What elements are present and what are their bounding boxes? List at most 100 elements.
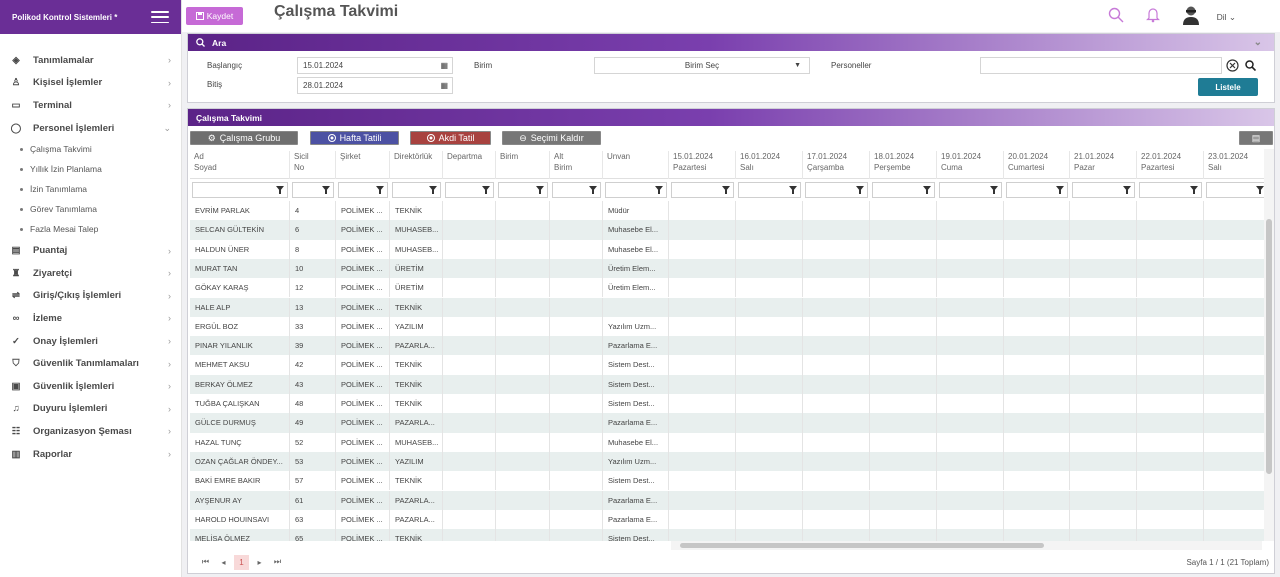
table-cell[interactable]: YAZILIM xyxy=(390,452,443,471)
table-cell[interactable] xyxy=(669,529,736,541)
table-cell[interactable] xyxy=(443,317,496,336)
column-header[interactable]: 17.01.2024 Çarşamba xyxy=(803,151,870,179)
table-cell[interactable] xyxy=(736,201,803,220)
table-cell[interactable] xyxy=(937,491,1004,510)
table-cell[interactable] xyxy=(870,259,937,278)
sidebar-subitem[interactable]: Yıllık İzin Planlama xyxy=(0,159,181,179)
end-date-field[interactable]: 28.01.2024 ▦ xyxy=(297,77,453,94)
filter-icon[interactable] xyxy=(1123,186,1131,191)
table-row[interactable]: HAZAL TUNÇ 52 POLİMEK ... MUHASEB... Muhaseb… xyxy=(190,433,1264,452)
table-cell[interactable]: HAZAL TUNÇ xyxy=(190,433,290,452)
export-button[interactable]: ▤ xyxy=(1239,131,1273,145)
table-cell[interactable] xyxy=(937,278,1004,297)
table-cell[interactable]: 42 xyxy=(290,355,336,374)
table-cell[interactable] xyxy=(550,433,603,452)
search-icon[interactable] xyxy=(1108,7,1124,23)
column-header[interactable]: 20.01.2024 Cumartesi xyxy=(1004,151,1070,179)
table-cell[interactable] xyxy=(736,317,803,336)
column-header[interactable]: 16.01.2024 Salı xyxy=(736,151,803,179)
table-cell[interactable]: EVRİM PARLAK xyxy=(190,201,290,220)
table-cell[interactable]: Sistem Dest... xyxy=(603,471,669,490)
list-button[interactable]: Listele xyxy=(1198,78,1258,96)
column-filter[interactable] xyxy=(1072,182,1135,198)
table-cell[interactable] xyxy=(1070,336,1137,355)
table-cell[interactable] xyxy=(1204,433,1264,452)
table-cell[interactable] xyxy=(496,336,550,355)
column-header[interactable]: Birim xyxy=(496,151,550,179)
table-cell[interactable] xyxy=(937,355,1004,374)
table-cell[interactable]: Muhasebe El... xyxy=(603,240,669,259)
table-cell[interactable] xyxy=(669,336,736,355)
table-cell[interactable] xyxy=(443,375,496,394)
table-cell[interactable] xyxy=(736,336,803,355)
table-cell[interactable] xyxy=(550,491,603,510)
table-cell[interactable] xyxy=(443,240,496,259)
table-row[interactable]: HALE ALP 13 POLİMEK ... TEKNİK xyxy=(190,298,1264,317)
table-cell[interactable]: POLİMEK ... xyxy=(336,375,390,394)
table-cell[interactable] xyxy=(870,433,937,452)
table-cell[interactable]: POLİMEK ... xyxy=(336,336,390,355)
table-cell[interactable] xyxy=(1070,413,1137,432)
table-cell[interactable] xyxy=(1137,220,1204,239)
column-header[interactable]: 18.01.2024 Perşembe xyxy=(870,151,937,179)
table-cell[interactable] xyxy=(496,529,550,541)
table-cell[interactable]: POLİMEK ... xyxy=(336,491,390,510)
table-cell[interactable] xyxy=(496,471,550,490)
table-cell[interactable] xyxy=(1137,433,1204,452)
table-cell[interactable] xyxy=(1004,201,1070,220)
table-cell[interactable] xyxy=(736,278,803,297)
table-cell[interactable]: 39 xyxy=(290,336,336,355)
table-cell[interactable] xyxy=(1204,394,1264,413)
start-date-field[interactable]: 15.01.2024 ▦ xyxy=(297,57,453,74)
table-cell[interactable] xyxy=(937,317,1004,336)
table-cell[interactable]: BERKAY ÖLMEZ xyxy=(190,375,290,394)
table-cell[interactable] xyxy=(870,510,937,529)
table-cell[interactable]: 33 xyxy=(290,317,336,336)
table-cell[interactable] xyxy=(496,355,550,374)
column-header[interactable]: 21.01.2024 Pazar xyxy=(1070,151,1137,179)
table-cell[interactable] xyxy=(1070,298,1137,317)
table-cell[interactable] xyxy=(550,298,603,317)
table-cell[interactable]: Yazılım Uzm... xyxy=(603,317,669,336)
table-cell[interactable]: AYŞENUR AY xyxy=(190,491,290,510)
table-cell[interactable]: MURAT TAN xyxy=(190,259,290,278)
table-cell[interactable] xyxy=(669,220,736,239)
table-cell[interactable] xyxy=(1004,259,1070,278)
table-cell[interactable] xyxy=(1004,413,1070,432)
table-cell[interactable] xyxy=(1070,375,1137,394)
table-cell[interactable] xyxy=(443,298,496,317)
table-cell[interactable]: GÜLCE DURMUŞ xyxy=(190,413,290,432)
table-cell[interactable]: HALDUN ÜNER xyxy=(190,240,290,259)
table-cell[interactable] xyxy=(870,278,937,297)
table-cell[interactable] xyxy=(870,240,937,259)
table-cell[interactable]: GÖKAY KARAŞ xyxy=(190,278,290,297)
table-row[interactable]: ERGÜL BOZ 33 POLİMEK ... YAZILIM Yazılım Uzm… xyxy=(190,317,1264,336)
table-cell[interactable] xyxy=(803,278,870,297)
clear-circle-icon[interactable] xyxy=(1226,59,1239,72)
table-cell[interactable] xyxy=(443,510,496,529)
filter-icon[interactable] xyxy=(429,186,437,191)
table-cell[interactable] xyxy=(870,317,937,336)
table-cell[interactable] xyxy=(550,413,603,432)
table-cell[interactable] xyxy=(669,317,736,336)
table-cell[interactable]: 57 xyxy=(290,471,336,490)
table-cell[interactable] xyxy=(669,259,736,278)
filter-icon[interactable] xyxy=(536,186,544,191)
table-cell[interactable] xyxy=(870,452,937,471)
table-cell[interactable] xyxy=(1004,394,1070,413)
vertical-scroll-thumb[interactable] xyxy=(1266,219,1272,474)
table-cell[interactable] xyxy=(1204,413,1264,432)
table-cell[interactable]: 10 xyxy=(290,259,336,278)
table-cell[interactable] xyxy=(496,278,550,297)
language-selector[interactable]: Dil ⌄ xyxy=(1217,12,1236,23)
filter-icon[interactable] xyxy=(1056,186,1064,191)
table-cell[interactable] xyxy=(496,413,550,432)
table-cell[interactable] xyxy=(736,375,803,394)
table-row[interactable]: SELCAN GÜLTEKİN 6 POLİMEK ... MUHASEB... Muh… xyxy=(190,220,1264,239)
sidebar-item[interactable]: ▥ Raporlar › xyxy=(0,443,181,466)
table-cell[interactable] xyxy=(1137,240,1204,259)
table-cell[interactable]: OZAN ÇAĞLAR ÖNDEY... xyxy=(190,452,290,471)
table-cell[interactable] xyxy=(550,259,603,278)
table-cell[interactable] xyxy=(1137,452,1204,471)
table-cell[interactable] xyxy=(1204,355,1264,374)
